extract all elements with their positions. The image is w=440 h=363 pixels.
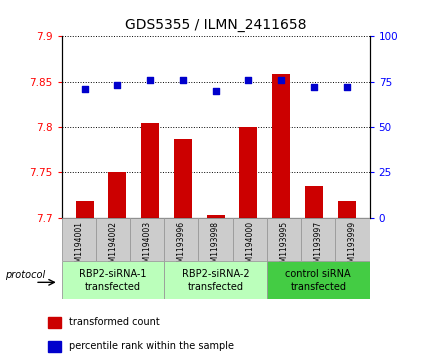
Bar xyxy=(233,218,267,261)
Point xyxy=(310,84,317,90)
Text: GSM1193997: GSM1193997 xyxy=(314,221,323,272)
Bar xyxy=(272,74,290,218)
Bar xyxy=(108,172,126,218)
Point xyxy=(180,77,187,83)
Bar xyxy=(335,218,370,261)
Point xyxy=(245,77,252,83)
Text: GSM1193999: GSM1193999 xyxy=(348,221,357,272)
Text: GSM1193996: GSM1193996 xyxy=(177,221,186,272)
Bar xyxy=(96,218,130,261)
Bar xyxy=(76,201,94,218)
Text: GSM1193995: GSM1193995 xyxy=(279,221,289,272)
Text: control siRNA
transfected: control siRNA transfected xyxy=(286,269,351,291)
Bar xyxy=(48,317,62,328)
Text: RBP2-siRNA-2
transfected: RBP2-siRNA-2 transfected xyxy=(182,269,249,291)
Point xyxy=(147,77,154,83)
Text: protocol: protocol xyxy=(5,270,45,280)
Text: GSM1194000: GSM1194000 xyxy=(246,221,254,272)
Bar xyxy=(239,127,257,218)
Bar xyxy=(267,218,301,261)
Point xyxy=(343,84,350,90)
Bar xyxy=(174,139,192,218)
Text: GSM1193998: GSM1193998 xyxy=(211,221,220,272)
Bar xyxy=(207,215,224,218)
Text: transformed count: transformed count xyxy=(69,317,160,327)
Text: GSM1194001: GSM1194001 xyxy=(74,221,83,272)
Point xyxy=(212,88,219,94)
Bar xyxy=(48,340,62,352)
Bar xyxy=(130,218,164,261)
Bar xyxy=(164,261,267,299)
Bar xyxy=(141,123,159,218)
Bar xyxy=(164,218,198,261)
Title: GDS5355 / ILMN_2411658: GDS5355 / ILMN_2411658 xyxy=(125,19,306,33)
Bar xyxy=(305,186,323,218)
Bar xyxy=(62,261,164,299)
Text: percentile rank within the sample: percentile rank within the sample xyxy=(69,341,234,351)
Bar xyxy=(267,261,370,299)
Text: GSM1194002: GSM1194002 xyxy=(108,221,117,272)
Bar xyxy=(198,218,233,261)
Point xyxy=(278,77,285,83)
Bar xyxy=(337,201,356,218)
Point xyxy=(114,82,121,88)
Text: GSM1194003: GSM1194003 xyxy=(143,221,152,272)
Bar xyxy=(62,218,96,261)
Point xyxy=(81,86,88,92)
Text: RBP2-siRNA-1
transfected: RBP2-siRNA-1 transfected xyxy=(79,269,147,291)
Bar xyxy=(301,218,335,261)
